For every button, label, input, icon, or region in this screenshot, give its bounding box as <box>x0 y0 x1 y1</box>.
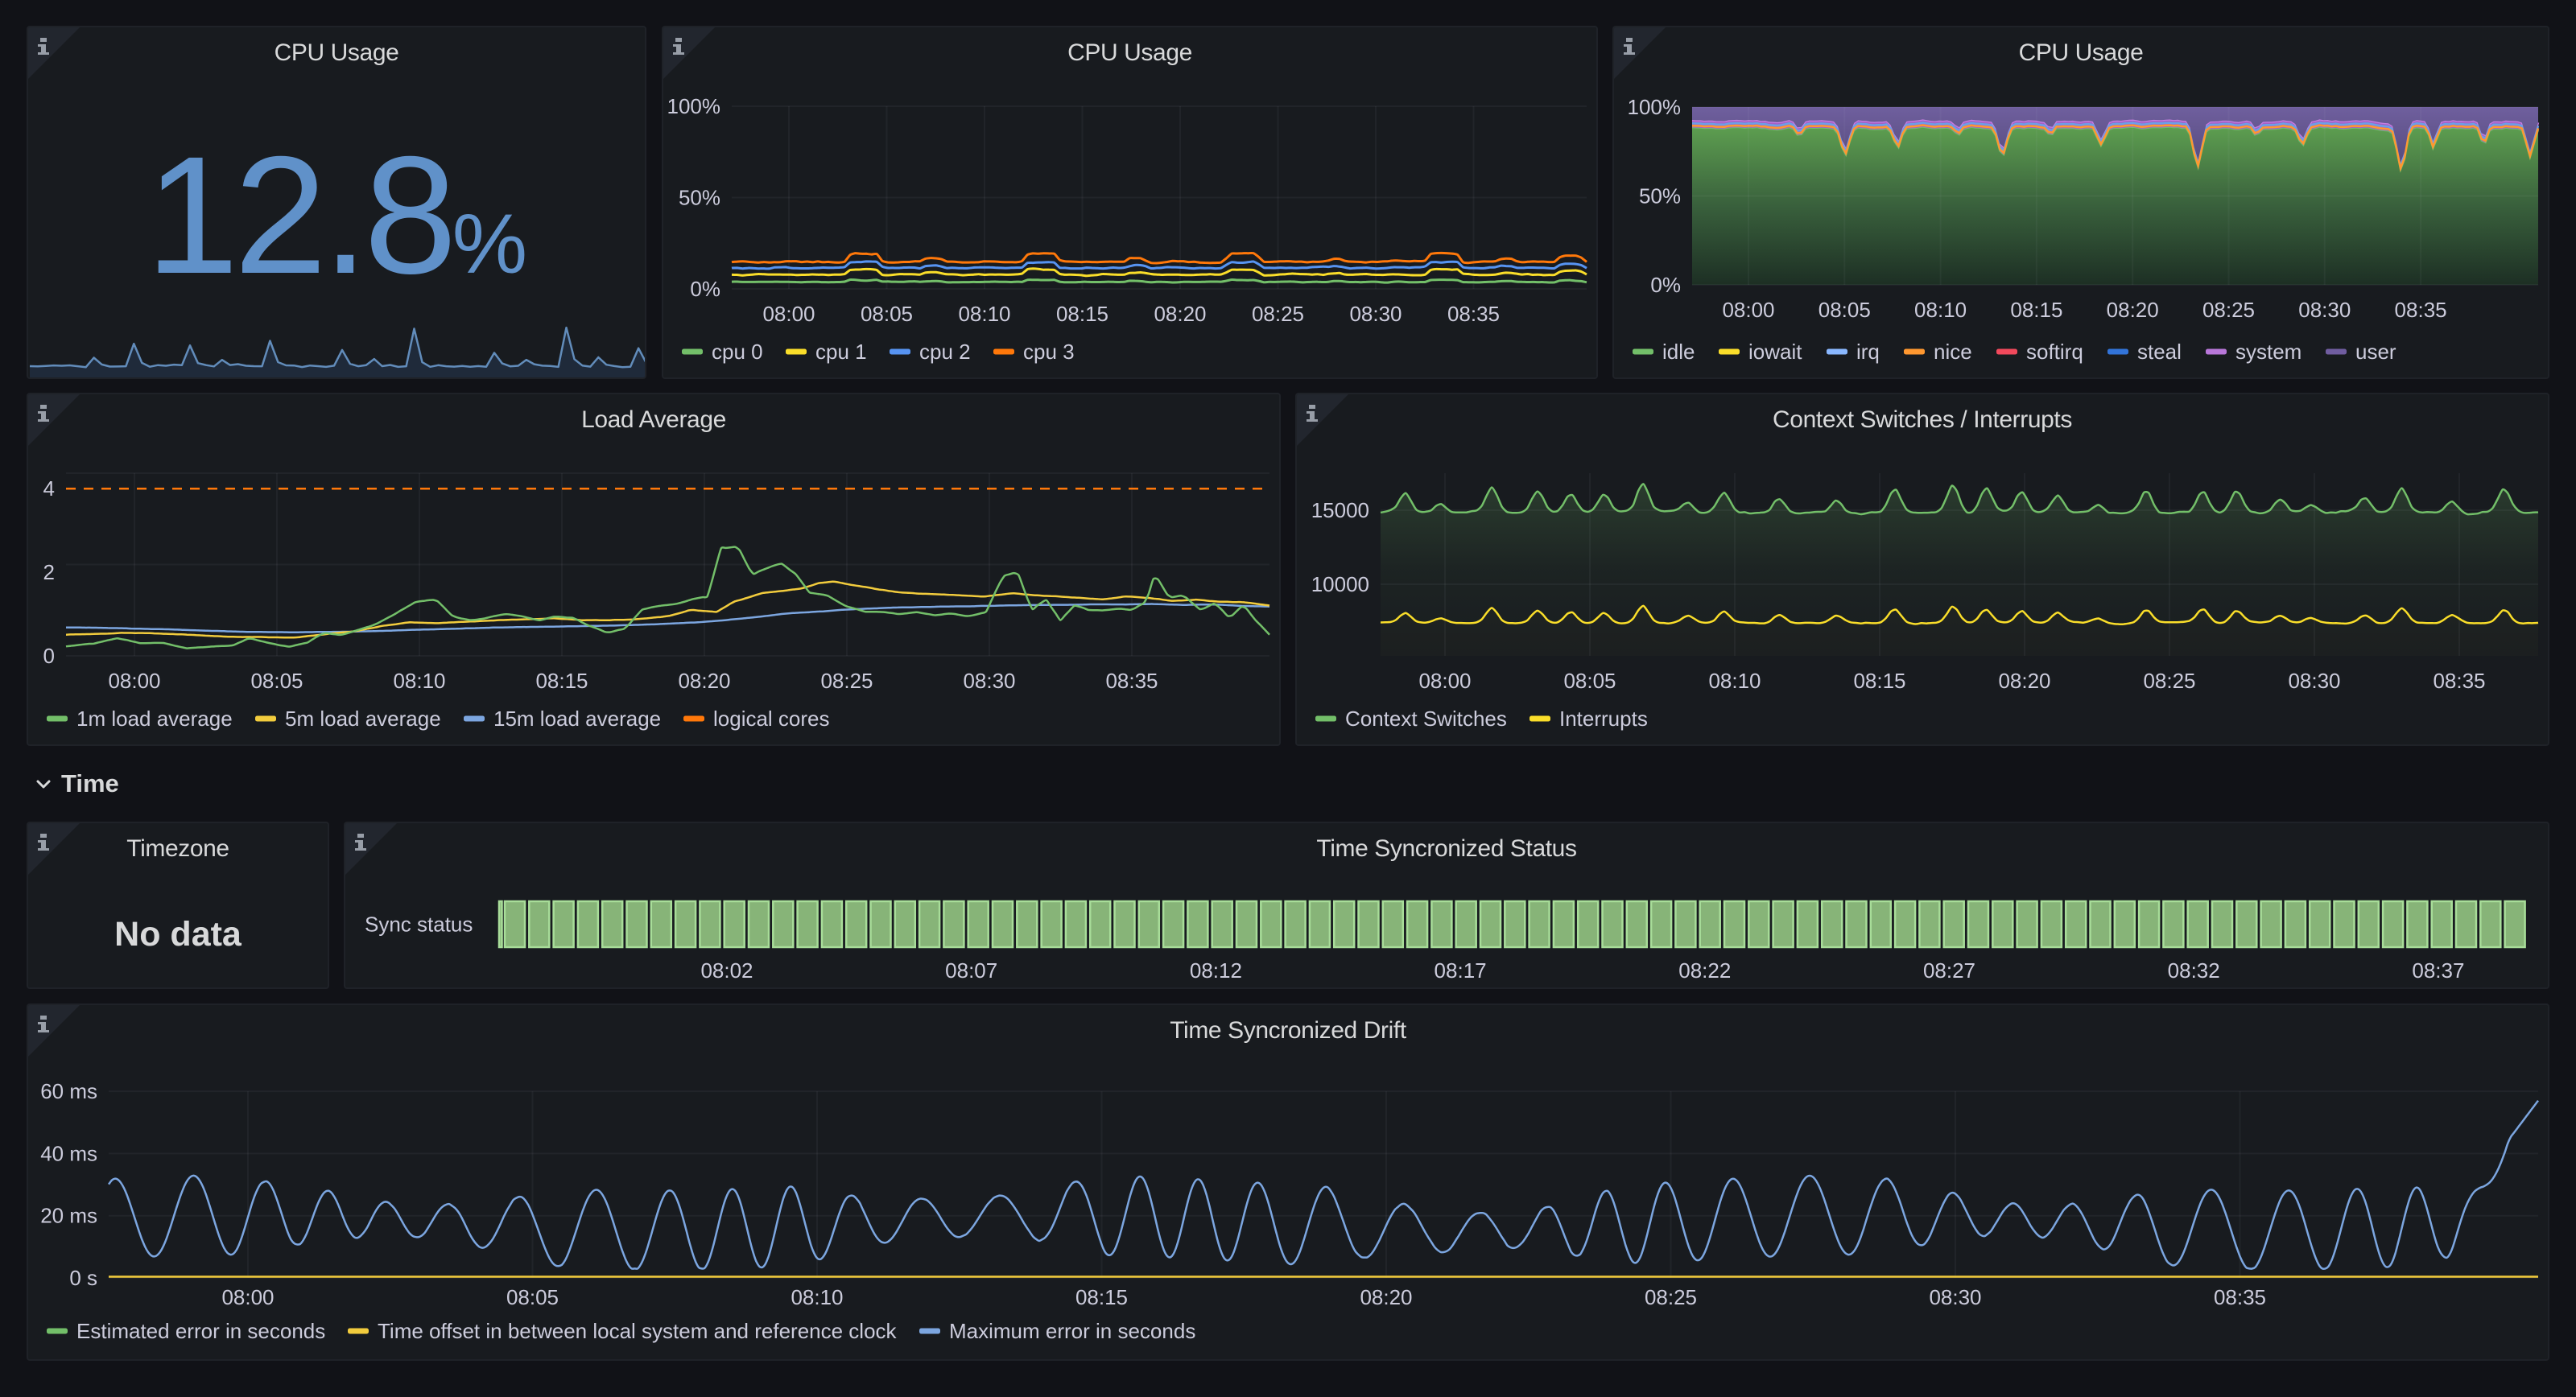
svg-text:08:15: 08:15 <box>1075 1285 1128 1309</box>
svg-text:08:00: 08:00 <box>108 669 160 693</box>
svg-text:08:30: 08:30 <box>1349 302 1402 326</box>
svg-text:08:02: 08:02 <box>700 958 753 983</box>
svg-text:15000: 15000 <box>1311 498 1369 522</box>
svg-text:irq: irq <box>1856 340 1880 364</box>
svg-text:0 s: 0 s <box>69 1266 97 1290</box>
svg-text:5m load average: 5m load average <box>285 707 441 731</box>
svg-text:08:35: 08:35 <box>2214 1285 2266 1309</box>
svg-text:08:20: 08:20 <box>1998 669 2050 693</box>
svg-text:08:07: 08:07 <box>945 958 997 983</box>
svg-text:08:10: 08:10 <box>393 669 445 693</box>
svg-text:logical cores: logical cores <box>713 707 830 731</box>
svg-text:08:35: 08:35 <box>1447 302 1500 326</box>
svg-text:Sync status: Sync status <box>365 913 473 937</box>
svg-text:4: 4 <box>43 476 55 501</box>
svg-text:Maximum error in seconds: Maximum error in seconds <box>949 1319 1195 1343</box>
svg-text:08:15: 08:15 <box>2010 298 2062 322</box>
svg-text:20 ms: 20 ms <box>40 1204 97 1228</box>
svg-text:08:30: 08:30 <box>2298 298 2351 322</box>
svg-text:system: system <box>2235 340 2301 364</box>
svg-text:08:20: 08:20 <box>2107 298 2159 322</box>
svg-text:08:00: 08:00 <box>221 1285 274 1309</box>
svg-text:08:05: 08:05 <box>1563 669 1616 693</box>
svg-text:08:05: 08:05 <box>250 669 303 693</box>
svg-text:08:25: 08:25 <box>2143 669 2195 693</box>
svg-text:softirq: softirq <box>2026 340 2083 364</box>
svg-text:user: user <box>2355 340 2396 364</box>
svg-text:100%: 100% <box>1628 95 1682 119</box>
svg-text:08:10: 08:10 <box>1914 298 1967 322</box>
svg-text:08:20: 08:20 <box>1360 1285 1412 1309</box>
svg-text:iowait: iowait <box>1748 340 1802 364</box>
svg-text:Context Switches: Context Switches <box>1345 707 1507 731</box>
svg-text:08:30: 08:30 <box>1929 1285 1981 1309</box>
svg-text:08:22: 08:22 <box>1678 958 1731 983</box>
svg-text:08:15: 08:15 <box>1853 669 1905 693</box>
svg-text:15m load average: 15m load average <box>493 707 661 731</box>
svg-text:08:10: 08:10 <box>791 1285 843 1309</box>
svg-text:08:17: 08:17 <box>1435 958 1487 983</box>
svg-text:08:15: 08:15 <box>535 669 588 693</box>
svg-text:0: 0 <box>43 644 55 668</box>
svg-text:50%: 50% <box>1639 184 1681 208</box>
svg-text:08:27: 08:27 <box>1923 958 1975 983</box>
svg-text:08:35: 08:35 <box>1105 669 1158 693</box>
svg-text:2: 2 <box>43 560 55 584</box>
svg-text:08:15: 08:15 <box>1056 302 1108 326</box>
svg-text:08:05: 08:05 <box>506 1285 559 1309</box>
svg-text:cpu 2: cpu 2 <box>919 340 971 364</box>
svg-text:cpu 3: cpu 3 <box>1023 340 1075 364</box>
svg-text:08:35: 08:35 <box>2433 669 2485 693</box>
svg-text:50%: 50% <box>679 186 720 210</box>
svg-text:100%: 100% <box>667 94 721 118</box>
svg-text:cpu 1: cpu 1 <box>815 340 867 364</box>
svg-text:08:00: 08:00 <box>1418 669 1471 693</box>
svg-text:08:05: 08:05 <box>1818 298 1871 322</box>
svg-text:08:25: 08:25 <box>2202 298 2255 322</box>
svg-text:60 ms: 60 ms <box>40 1079 97 1103</box>
svg-text:10000: 10000 <box>1311 572 1369 596</box>
svg-text:08:25: 08:25 <box>1252 302 1304 326</box>
svg-text:08:37: 08:37 <box>2412 958 2464 983</box>
svg-text:40 ms: 40 ms <box>40 1141 97 1165</box>
svg-text:0%: 0% <box>690 277 720 301</box>
svg-text:08:00: 08:00 <box>762 302 815 326</box>
svg-text:08:10: 08:10 <box>1708 669 1761 693</box>
svg-text:08:30: 08:30 <box>963 669 1015 693</box>
svg-text:08:10: 08:10 <box>958 302 1010 326</box>
svg-text:nice: nice <box>1934 340 1972 364</box>
svg-text:cpu 0: cpu 0 <box>712 340 763 364</box>
svg-text:Time offset in between local s: Time offset in between local system and … <box>378 1319 898 1343</box>
svg-text:08:05: 08:05 <box>861 302 913 326</box>
svg-text:idle: idle <box>1662 340 1695 364</box>
svg-text:08:32: 08:32 <box>2168 958 2220 983</box>
svg-text:Estimated error in seconds: Estimated error in seconds <box>76 1319 325 1343</box>
svg-text:08:35: 08:35 <box>2395 298 2447 322</box>
svg-text:Interrupts: Interrupts <box>1559 707 1648 731</box>
svg-text:08:30: 08:30 <box>2288 669 2340 693</box>
svg-text:08:25: 08:25 <box>820 669 873 693</box>
svg-text:0%: 0% <box>1650 273 1681 297</box>
svg-text:08:20: 08:20 <box>678 669 730 693</box>
svg-text:08:20: 08:20 <box>1154 302 1206 326</box>
svg-text:steal: steal <box>2137 340 2182 364</box>
svg-text:08:12: 08:12 <box>1190 958 1242 983</box>
svg-text:08:00: 08:00 <box>1722 298 1774 322</box>
svg-text:1m load average: 1m load average <box>76 707 233 731</box>
svg-text:08:25: 08:25 <box>1645 1285 1697 1309</box>
